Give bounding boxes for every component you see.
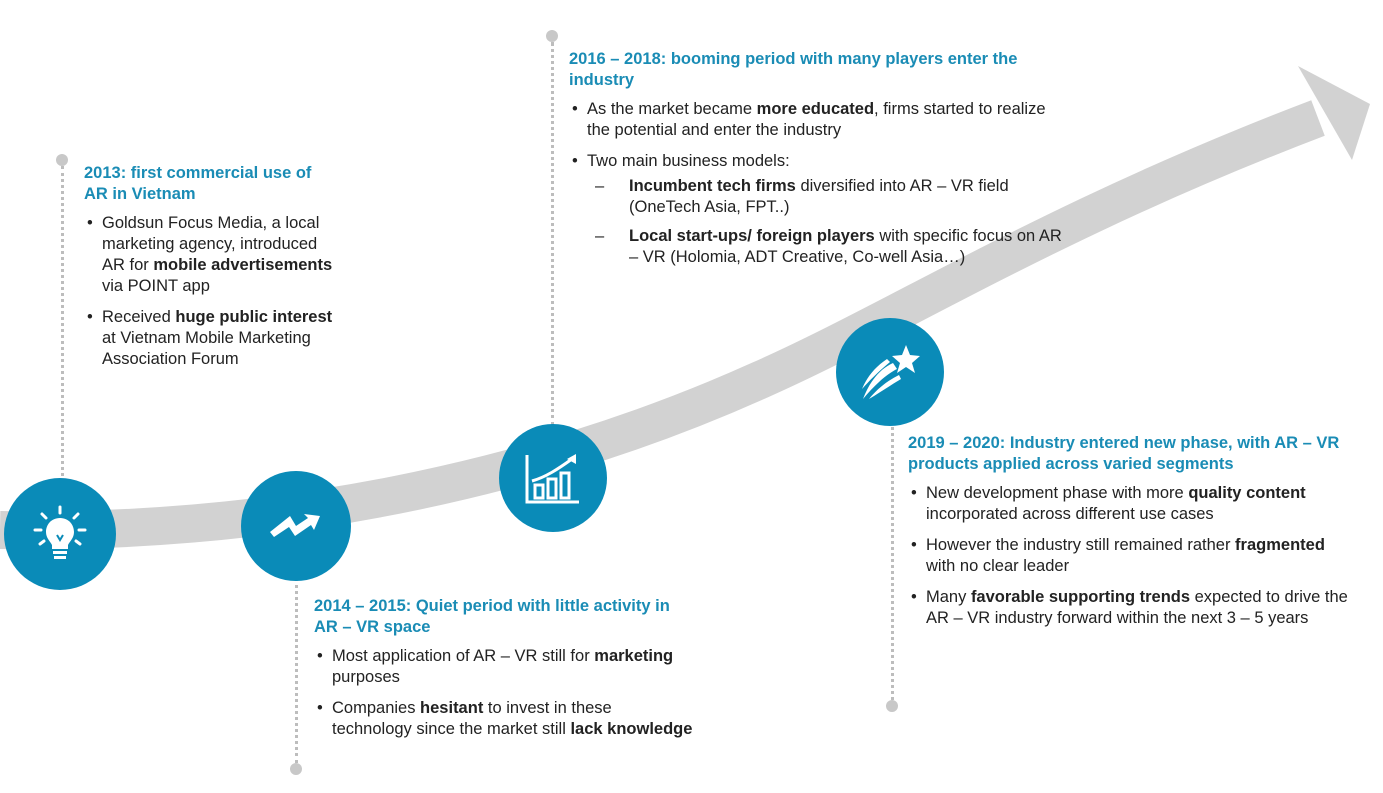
milestone-node-2019 (836, 318, 944, 426)
bullet-text: , firms started to realize the potential… (587, 100, 1046, 139)
bullet-text: As the market became (587, 100, 757, 118)
emphasis-text: favorable supporting trends (970, 588, 1191, 606)
bullet-text: with specific focus on AR – VR (Holomia,… (629, 227, 1062, 266)
bullet-list: New development phase with more quality … (908, 483, 1348, 629)
emphasis-text: mobile advertisements (153, 256, 333, 274)
emphasis-text: Incumbent tech firms (629, 177, 796, 195)
lightning-icon (268, 506, 324, 546)
bullet-text: Goldsun Focus Media, a local marketing a… (102, 214, 320, 274)
milestone-text-2016: 2016 – 2018: booming period with many pl… (569, 49, 1069, 278)
growth-chart-icon (524, 451, 582, 505)
bullet-text: Companies (332, 699, 421, 717)
emphasis-text: fragmented (1235, 536, 1325, 554)
emphasis-text: Local start-ups/ foreign players (629, 227, 875, 245)
bullet-item: New development phase with more quality … (908, 483, 1348, 525)
bullet-text: Received (102, 308, 176, 326)
bullet-item: Two main business models: Incumbent tech … (569, 151, 1069, 268)
connector-dot (546, 30, 558, 42)
bullet-text: via POINT app (102, 277, 210, 295)
connector-line (295, 578, 298, 763)
bullet-text: Many (926, 588, 971, 606)
bullet-text: at Vietnam Mobile Marketing Association … (102, 329, 311, 368)
bullet-text: New development phase with more (926, 484, 1189, 502)
bullet-item: Received huge public interest at Vietnam… (84, 307, 334, 370)
milestone-node-2013 (4, 478, 116, 590)
sub-bullet-item: Local start-ups/ foreign players with sp… (587, 226, 1069, 268)
bullet-item: Goldsun Focus Media, a local marketing a… (84, 213, 334, 297)
milestone-title: 2019 – 2020: Industry entered new phase,… (908, 434, 1340, 473)
connector-line (551, 42, 554, 426)
bullet-text: Most application of AR – VR still for (332, 647, 595, 665)
sub-bullet-list: Incumbent tech firms diversified into AR… (587, 176, 1069, 268)
bullet-text: However the industry still remained rath… (926, 536, 1236, 554)
connector-line (891, 420, 894, 700)
bullet-text: expected to drive the AR – VR industry f… (926, 588, 1348, 627)
connector-dot (56, 154, 68, 166)
bullet-text: incorporated across different use cases (926, 505, 1214, 523)
bullet-item: Companies hesitant to invest in these te… (314, 698, 694, 740)
bullet-item: As the market became more educated, firm… (569, 99, 1069, 141)
emphasis-text: huge public interest (175, 308, 333, 326)
milestone-title: 2014 – 2015: Quiet period with little ac… (314, 597, 670, 636)
emphasis-text: marketing (594, 647, 674, 665)
bullet-list: Goldsun Focus Media, a local marketing a… (84, 213, 334, 370)
bullet-list: As the market became more educated, firm… (569, 99, 1069, 268)
bullet-text: with no clear leader (926, 557, 1070, 575)
milestone-title: 2013: first commercial use of AR in Viet… (84, 164, 312, 203)
milestone-text-2013: 2013: first commercial use of AR in Viet… (84, 163, 334, 380)
connector-line (61, 166, 64, 488)
bullet-text: diversified into AR – VR field (OneTech … (629, 177, 1009, 216)
connector-dot (886, 700, 898, 712)
milestone-text-2019: 2019 – 2020: Industry entered new phase,… (908, 433, 1348, 639)
bullet-item: Many favorable supporting trends expecte… (908, 587, 1348, 629)
emphasis-text: quality content (1188, 484, 1306, 502)
bullet-text: Two main business models: (587, 152, 790, 170)
bullet-item: However the industry still remained rath… (908, 535, 1348, 577)
lightbulb-icon (32, 504, 88, 564)
emphasis-text: lack knowledge (570, 720, 693, 738)
shooting-star-icon (859, 343, 921, 401)
milestone-title: 2016 – 2018: booming period with many pl… (569, 50, 1018, 89)
milestone-node-2016 (499, 424, 607, 532)
milestone-node-2014 (241, 471, 351, 581)
connector-dot (290, 763, 302, 775)
emphasis-text: more educated (756, 100, 875, 118)
bullet-list: Most application of AR – VR still for ma… (314, 646, 694, 740)
bullet-item: Most application of AR – VR still for ma… (314, 646, 694, 688)
growth-arrow-head (1298, 66, 1370, 160)
bullet-text: purposes (332, 668, 400, 686)
emphasis-text: hesitant (420, 699, 484, 717)
sub-bullet-item: Incumbent tech firms diversified into AR… (587, 176, 1069, 218)
bullet-text: to invest in these technology since the … (332, 699, 612, 738)
milestone-text-2014: 2014 – 2015: Quiet period with little ac… (314, 596, 694, 750)
